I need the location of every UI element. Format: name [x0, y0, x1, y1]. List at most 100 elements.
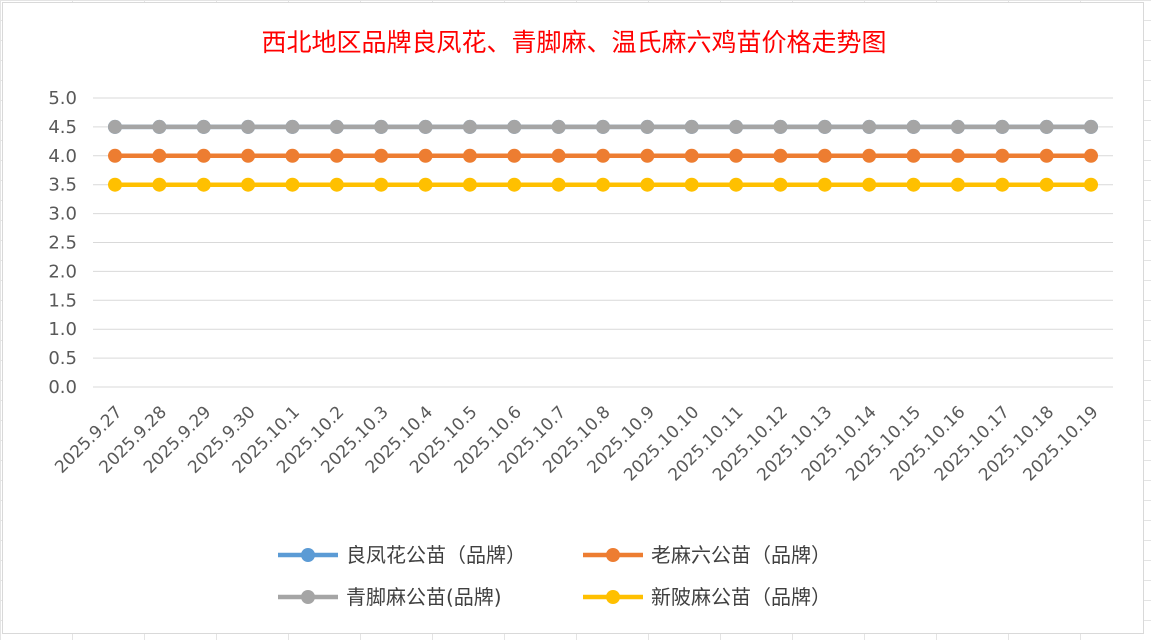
data-point — [906, 177, 921, 192]
data-point — [906, 119, 921, 134]
data-point — [773, 148, 788, 163]
legend-item: 青脚麻公苗(品牌) — [278, 585, 502, 609]
data-point — [596, 119, 610, 134]
legend-swatch-marker — [606, 548, 620, 562]
y-axis-ticks: 0.0 0.5 1.0 1.5 2.0 2.5 3.0 3.5 4.0 4.5 5.0 — [48, 88, 77, 398]
data-point — [551, 119, 566, 134]
y-tick-label: 1.0 — [48, 319, 77, 340]
legend-item: 良凤花公苗（品牌） — [278, 543, 526, 567]
series-3 — [108, 119, 1098, 134]
data-point — [196, 148, 211, 163]
data-point — [507, 148, 522, 163]
data-point — [862, 148, 877, 163]
legend-swatch-marker — [301, 590, 315, 604]
chart-title: 西北地区品牌良凤花、青脚麻、温氏麻六鸡苗价格走势图 — [261, 28, 886, 57]
legend-label: 新陂麻公苗（品牌） — [651, 585, 831, 609]
data-point — [241, 148, 256, 163]
series-group — [108, 119, 1098, 192]
data-point — [1084, 177, 1098, 192]
data-point — [241, 119, 256, 134]
data-point — [152, 148, 167, 163]
legend-swatch-marker — [301, 548, 315, 562]
data-point — [640, 119, 655, 134]
data-point — [1039, 177, 1054, 192]
data-point — [285, 177, 300, 192]
data-point — [950, 177, 965, 192]
data-point — [418, 119, 433, 134]
data-point — [374, 177, 389, 192]
gridlines — [93, 97, 1113, 388]
data-point — [329, 148, 344, 163]
legend-item: 老麻六公苗（品牌） — [583, 543, 831, 567]
y-tick-label: 4.5 — [48, 117, 77, 138]
data-point — [684, 148, 699, 163]
legend: 良凤花公苗（品牌） 老麻六公苗（品牌） 青脚麻公苗(品牌) 新陂麻公苗（品牌） — [278, 543, 831, 609]
data-point — [108, 119, 122, 134]
data-point — [462, 177, 477, 192]
series-4 — [108, 177, 1098, 192]
data-point — [729, 148, 744, 163]
data-point — [196, 177, 211, 192]
data-point — [1039, 148, 1054, 163]
data-point — [418, 148, 433, 163]
y-tick-label: 0.0 — [48, 377, 77, 398]
data-point — [906, 148, 921, 163]
data-point — [596, 148, 610, 163]
data-point — [950, 148, 965, 163]
data-point — [152, 177, 167, 192]
y-tick-label: 4.0 — [48, 146, 77, 167]
data-point — [995, 119, 1010, 134]
data-point — [995, 148, 1010, 163]
data-point — [462, 119, 477, 134]
data-point — [285, 119, 300, 134]
data-point — [596, 177, 610, 192]
y-tick-label: 0.5 — [48, 348, 77, 369]
data-point — [773, 119, 788, 134]
data-point — [551, 148, 566, 163]
data-point — [418, 177, 433, 192]
data-point — [1084, 119, 1098, 134]
data-point — [108, 177, 122, 192]
data-point — [995, 177, 1010, 192]
y-tick-label: 1.5 — [48, 290, 77, 311]
data-point — [1084, 148, 1098, 163]
data-point — [196, 119, 211, 134]
data-point — [862, 119, 877, 134]
data-point — [108, 148, 122, 163]
data-point — [329, 119, 344, 134]
legend-label: 青脚麻公苗(品牌) — [346, 585, 502, 609]
y-tick-label: 3.0 — [48, 204, 77, 225]
y-tick-label: 2.5 — [48, 233, 77, 254]
line-chart: 西北地区品牌良凤花、青脚麻、温氏麻六鸡苗价格走势图 0.0 0.5 1.0 1.5 2.… — [48, 28, 1113, 609]
legend-swatch-marker — [606, 590, 620, 604]
data-point — [684, 119, 699, 134]
data-point — [729, 119, 744, 134]
data-point — [152, 119, 167, 134]
legend-item: 新陂麻公苗（品牌） — [583, 585, 831, 609]
y-tick-label: 3.5 — [48, 175, 77, 196]
data-point — [462, 148, 477, 163]
chart-area[interactable]: 西北地区品牌良凤花、青脚麻、温氏麻六鸡苗价格走势图 0.0 0.5 1.0 1.5 2.… — [2, 2, 1144, 634]
data-point — [817, 177, 832, 192]
data-point — [817, 148, 832, 163]
data-point — [640, 177, 655, 192]
legend-label: 良凤花公苗（品牌） — [346, 543, 526, 567]
data-point — [950, 119, 965, 134]
y-tick-label: 5.0 — [48, 88, 77, 109]
data-point — [773, 177, 788, 192]
data-point — [241, 177, 256, 192]
legend-label: 老麻六公苗（品牌） — [651, 543, 831, 567]
data-point — [1039, 119, 1054, 134]
data-point — [684, 177, 699, 192]
x-axis-ticks: 2025.9.272025.9.282025.9.292025.9.302025… — [51, 402, 1102, 485]
data-point — [507, 119, 522, 134]
data-point — [729, 177, 744, 192]
data-point — [374, 148, 389, 163]
data-point — [329, 177, 344, 192]
data-point — [862, 177, 877, 192]
series-2 — [108, 148, 1098, 163]
data-point — [551, 177, 566, 192]
data-point — [817, 119, 832, 134]
data-point — [507, 177, 522, 192]
y-tick-label: 2.0 — [48, 261, 77, 282]
